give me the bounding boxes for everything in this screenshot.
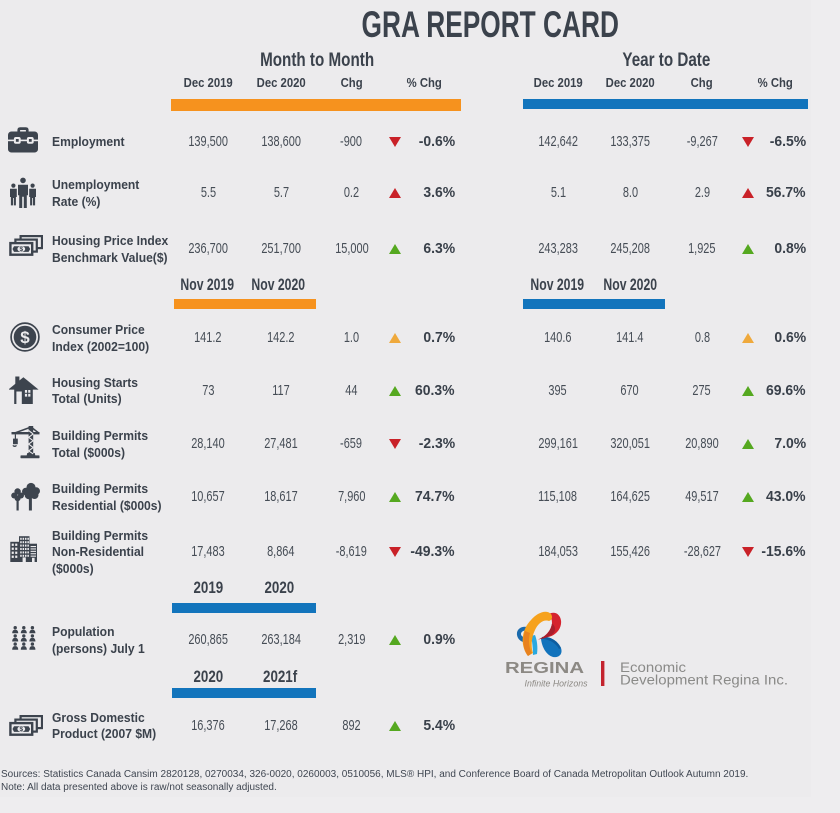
svg-text:Economic: Economic (620, 659, 686, 675)
svg-text:Infinite Horizons: Infinite Horizons (525, 679, 588, 690)
svg-text:$: $ (19, 726, 23, 733)
svg-text:REGINA: REGINA (505, 660, 585, 677)
svg-text:Development Regina Inc.: Development Regina Inc. (620, 672, 788, 688)
svg-text:$: $ (19, 246, 23, 253)
svg-text:$: $ (20, 328, 30, 347)
